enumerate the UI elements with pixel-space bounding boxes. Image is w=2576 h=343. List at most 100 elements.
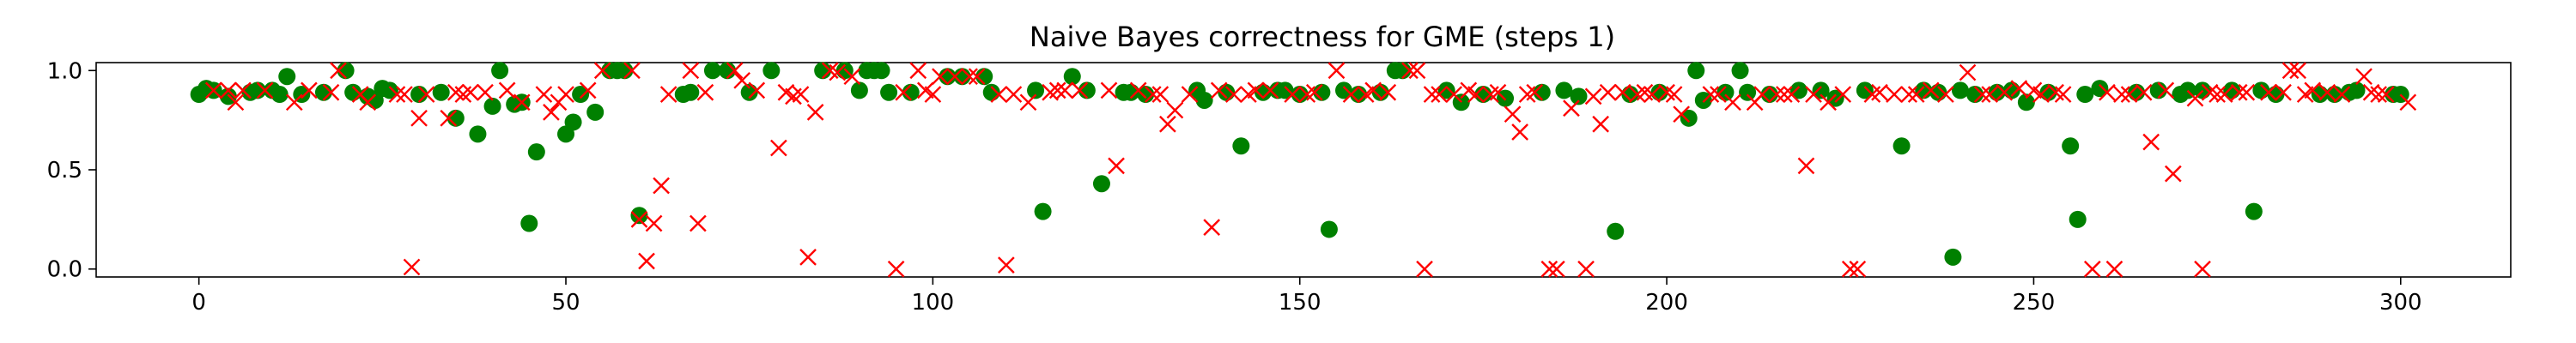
scatter-point-x [2186, 89, 2204, 107]
scatter-point-x [1071, 81, 1089, 99]
x-tick-label: 300 [2379, 290, 2422, 316]
scatter-point-x [1871, 83, 1888, 101]
scatter-point-x [396, 86, 413, 103]
x-tick-label: 100 [912, 290, 955, 316]
scatter-point-circle [1320, 220, 1338, 238]
scatter-point-circle [2245, 202, 2263, 220]
scatter-point-x [1841, 260, 1859, 278]
scatter-point-x [2054, 86, 2072, 103]
scatter-point-x [2010, 80, 2028, 97]
scatter-point-x [1151, 86, 1170, 103]
scatter-point-x [1643, 86, 1661, 103]
x-axis: 0 50 100 150 200 250 300 [191, 277, 2422, 316]
scatter-point-x [1364, 81, 1382, 99]
scatter-point-x [417, 86, 435, 103]
scatter-point-x [1305, 83, 1323, 101]
scatter-point-x [1056, 81, 1074, 99]
scatter-point-circle [1063, 68, 1081, 86]
scatter-point-x [653, 177, 670, 195]
scatter-point-circle [483, 97, 501, 115]
scatter-point-x [2289, 62, 2306, 80]
scatter-point-x [1724, 93, 1741, 111]
scatter-point-x [726, 62, 744, 80]
scatter-point-x [1937, 86, 1954, 103]
scatter-point-circle [1731, 62, 1749, 80]
scatter-point-circle [880, 83, 898, 101]
scatter-point-circle [1680, 109, 1698, 127]
scatter-point-x [330, 62, 347, 80]
y-tick-label: 0.0 [47, 257, 82, 283]
scatter-point-x [2318, 83, 2336, 101]
scatter-point-circle [1951, 81, 1969, 99]
scatter-point-x [1166, 101, 1184, 119]
scatter-point-x [2113, 86, 2130, 103]
scatter-point-x [1973, 86, 1991, 103]
scatter-point-x [204, 81, 222, 99]
scatter-point-x [1423, 86, 1441, 103]
scatter-point-x [2142, 133, 2160, 151]
scatter-point-circle [2062, 137, 2080, 155]
scatter-point-circle [1437, 81, 1455, 99]
scatter-point-x [1775, 86, 1793, 103]
scatter-point-x [1048, 81, 1066, 99]
scatter-point-x [593, 62, 611, 80]
scatter-point-circle [682, 83, 700, 101]
scatter-point-x [1100, 81, 1118, 99]
scatter-point-x [1342, 86, 1360, 103]
scatter-point-x [256, 81, 274, 99]
scatter-point-x [1401, 62, 1419, 80]
scatter-point-x [2260, 83, 2277, 101]
scatter-point-x [659, 86, 677, 103]
scatter-point-x [1144, 86, 1162, 103]
x-tick-label: 200 [1645, 290, 1688, 316]
scatter-point-x [682, 62, 700, 80]
scatter-point-circle [1893, 137, 1911, 155]
scatter-point-x [1408, 62, 1426, 80]
scatter-point-x [1224, 86, 1242, 103]
scatter-point-x [1922, 81, 1940, 99]
scatter-point-x [2194, 260, 2211, 278]
scatter-point-circle [1092, 175, 1110, 193]
scatter-point-x [2105, 260, 2123, 278]
scatter-point-x [2304, 81, 2322, 99]
scatter-point-circle [1856, 81, 1874, 99]
scatter-point-x [2238, 83, 2256, 101]
x-tick-label: 0 [191, 290, 206, 316]
y-axis: 0.0 0.5 1.0 [47, 58, 96, 283]
scatter-point-x [1379, 83, 1397, 101]
scatter-point-x [630, 211, 648, 228]
scatter-point-x [968, 68, 986, 86]
scatter-point-circle [432, 83, 450, 101]
scatter-point-x [1210, 81, 1228, 99]
scatter-point-x [1005, 86, 1023, 103]
scatter-point-x [2215, 86, 2233, 103]
scatter-point-circle [469, 125, 487, 143]
scatter-point-x [1710, 86, 1727, 103]
scatter-point-x [1834, 86, 1852, 103]
scatter-point-x [1665, 86, 1683, 103]
scatter-point-x [806, 104, 824, 121]
scatter-point-x [301, 81, 318, 99]
scatter-point-x [1159, 115, 1176, 133]
scatter-point-x [1181, 86, 1199, 103]
scatter-point-x [2230, 83, 2248, 101]
scatter-point-circle [872, 62, 890, 80]
scatter-point-circle [1335, 81, 1353, 99]
scatter-point-circle [380, 81, 398, 99]
scatter-point-x [770, 139, 787, 157]
scatter-point-circle [278, 68, 296, 86]
scatter-point-x [2208, 86, 2226, 103]
scatter-point-x [733, 71, 750, 89]
scatter-point-x [1526, 83, 1544, 101]
scatter-point-x [2032, 86, 2050, 103]
scatter-point-x [1613, 83, 1631, 101]
scatter-point-x [1540, 260, 1558, 278]
scatter-point-x [1981, 86, 1999, 103]
scatter-point-circle [1034, 202, 1052, 220]
scatter-point-x [2399, 93, 2417, 111]
scatter-point-circle [491, 62, 509, 80]
scatter-point-circle [2348, 81, 2366, 99]
